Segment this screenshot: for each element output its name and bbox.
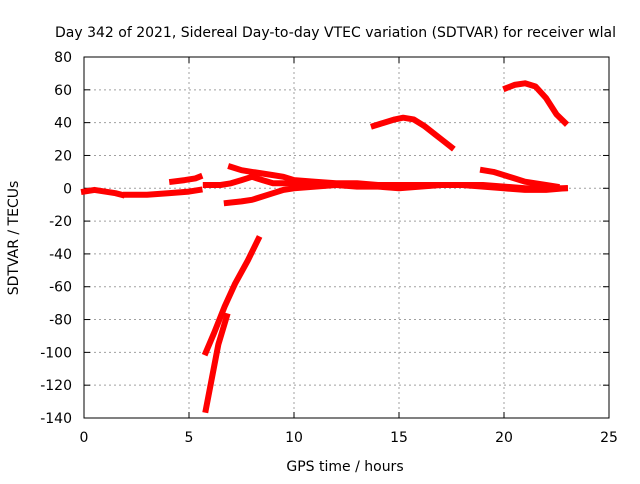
y-tick-label: 60 [54,83,72,99]
x-tick-label: 0 [80,430,89,446]
data-series-11 [502,80,570,127]
tick-labels: 0 5 10 15 20 25 -140 -120 -100 -80 -60 -40 -20 0 20 40 6… [40,50,618,446]
x-tick-label: 15 [390,430,408,446]
y-tick-label: -80 [49,313,72,329]
data-series-2 [123,186,203,198]
x-tick-label: 10 [285,430,303,446]
data-series [80,80,570,414]
grid [84,57,609,418]
y-tick-label: 20 [54,148,72,164]
y-axis-label: SDTVAR / TECUs [6,181,22,296]
y-tick-label: 40 [54,116,72,132]
y-tick-label: -140 [40,411,72,427]
x-tick-label: 25 [600,430,618,446]
y-tick-label: -100 [40,345,72,361]
y-tick-label: -120 [40,378,72,394]
data-series-10 [479,166,560,191]
data-series-3 [168,172,204,186]
plot-frame [83,56,610,419]
y-tick-label: 80 [54,50,72,66]
chart-title: Day 342 of 2021, Sidereal Day-to-day VTE… [55,25,616,41]
x-tick-label: 5 [185,430,194,446]
data-series-8 [223,182,381,207]
data-series-5 [202,312,231,414]
plot-border [83,56,610,419]
data-series-9 [370,114,456,152]
x-tick-label: 20 [495,430,513,446]
y-tick-label: -40 [49,247,72,263]
x-axis-label: GPS time / hours [286,459,403,475]
y-tick-label: 0 [63,181,72,197]
data-series-4 [201,235,263,357]
data-series-1 [80,186,126,199]
y-tick-label: -60 [49,280,72,296]
y-tick-label: -20 [49,214,72,230]
